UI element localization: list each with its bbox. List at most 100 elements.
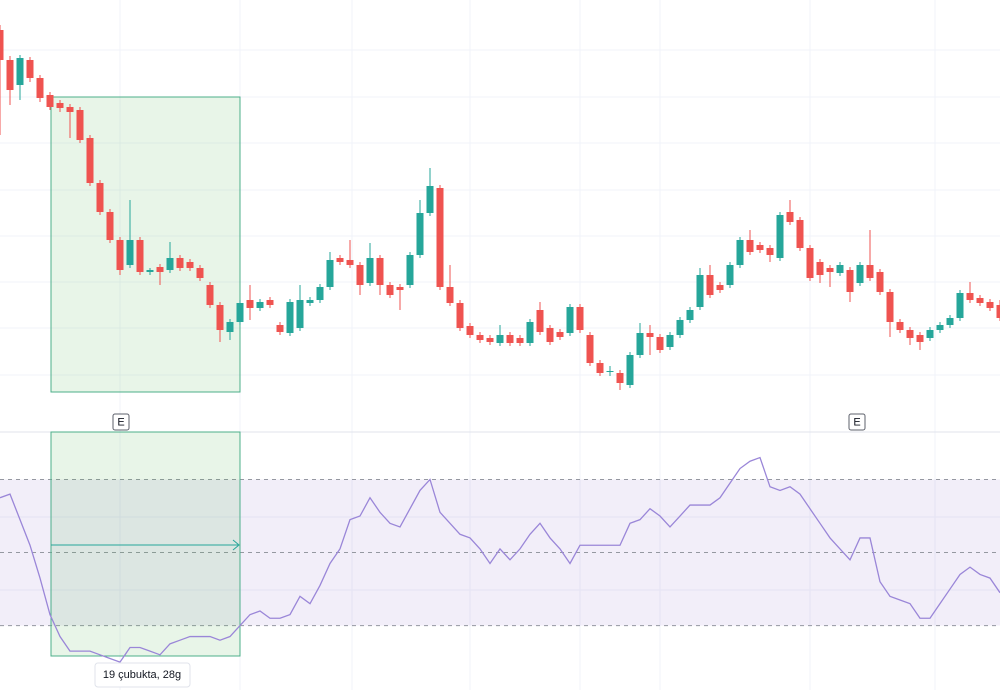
candle-body bbox=[776, 215, 784, 258]
candle-body bbox=[816, 262, 824, 275]
candle-body bbox=[676, 320, 684, 335]
candle-body bbox=[466, 326, 474, 335]
candle-body bbox=[286, 302, 294, 333]
candle-body bbox=[146, 270, 154, 272]
candle-body bbox=[396, 287, 404, 290]
candle-body bbox=[316, 287, 324, 300]
rsi-bands bbox=[0, 478, 1000, 627]
candle-body bbox=[366, 258, 374, 283]
candle-body bbox=[236, 303, 244, 322]
candle-body bbox=[746, 240, 754, 252]
candle-body bbox=[126, 240, 134, 265]
candle-body bbox=[936, 325, 944, 330]
candle-body bbox=[46, 95, 54, 107]
event-badge bbox=[112, 413, 130, 431]
measure-tooltip bbox=[94, 662, 191, 688]
candle-body bbox=[716, 285, 724, 290]
candle-body bbox=[656, 337, 664, 350]
candle-body bbox=[756, 245, 764, 250]
candle-body bbox=[36, 78, 44, 98]
candle-body bbox=[846, 270, 854, 292]
candle-body bbox=[196, 268, 204, 278]
candle-body bbox=[576, 307, 584, 330]
candle-body bbox=[76, 110, 84, 140]
candle-body bbox=[346, 260, 354, 265]
candle-body bbox=[696, 275, 704, 307]
candle-body bbox=[16, 58, 24, 85]
candle-body bbox=[446, 287, 454, 303]
candle-body bbox=[56, 103, 64, 108]
candle-body bbox=[826, 268, 834, 272]
candle-body bbox=[26, 60, 34, 78]
candle-body bbox=[336, 258, 344, 262]
candle-body bbox=[176, 258, 184, 268]
measure-label: 19 çubukta, 28g bbox=[103, 669, 181, 681]
candle-body bbox=[376, 258, 384, 285]
candle-body bbox=[786, 212, 794, 222]
candle-body bbox=[206, 285, 214, 305]
candle-body bbox=[806, 248, 814, 278]
candle-body bbox=[986, 302, 994, 308]
candle-body bbox=[616, 373, 624, 383]
candle-body bbox=[406, 255, 414, 285]
candle-body bbox=[666, 335, 674, 347]
candle-body bbox=[896, 322, 904, 330]
candle-body bbox=[486, 338, 494, 342]
candle-body bbox=[546, 328, 554, 342]
candle-body bbox=[596, 363, 604, 373]
candle-body bbox=[476, 335, 484, 340]
event-label: E bbox=[853, 416, 860, 428]
candle-body bbox=[156, 267, 164, 272]
candle-body bbox=[496, 335, 504, 343]
candle-body bbox=[256, 302, 264, 308]
candle-body bbox=[996, 305, 1000, 318]
candle-body bbox=[416, 213, 424, 255]
candle-body bbox=[706, 275, 714, 295]
candle-body bbox=[526, 322, 534, 343]
candle-body bbox=[96, 183, 104, 212]
candle-body bbox=[636, 333, 644, 355]
candle-body bbox=[866, 265, 874, 278]
candle-body bbox=[6, 60, 14, 90]
candle-body bbox=[326, 260, 334, 287]
candle-body bbox=[226, 322, 234, 332]
candle-body bbox=[0, 30, 4, 60]
candle-body bbox=[726, 265, 734, 285]
candle-body bbox=[266, 300, 274, 305]
candle-body bbox=[86, 138, 94, 183]
candle-body bbox=[356, 265, 364, 285]
candle-body bbox=[886, 292, 894, 322]
candle-body bbox=[556, 332, 564, 337]
candle-body bbox=[976, 298, 984, 303]
candle-body bbox=[506, 335, 514, 343]
candle-body bbox=[136, 240, 144, 272]
candle-body bbox=[536, 310, 544, 332]
candle-body bbox=[66, 107, 74, 112]
candle-body bbox=[956, 293, 964, 318]
candle-body bbox=[276, 325, 284, 332]
candle-body bbox=[646, 333, 654, 337]
candle-body bbox=[106, 212, 114, 240]
candle-body bbox=[586, 335, 594, 363]
candle-body bbox=[386, 285, 394, 295]
candle-body bbox=[166, 258, 174, 270]
candle-body bbox=[856, 265, 864, 283]
candle-body bbox=[966, 293, 974, 300]
candle-body bbox=[926, 330, 934, 338]
candle-body bbox=[766, 248, 774, 255]
candle-body bbox=[306, 300, 314, 303]
rsi-line bbox=[0, 456, 1000, 663]
candle-body bbox=[946, 318, 954, 325]
range-box bbox=[50, 96, 241, 393]
arrow-head bbox=[232, 539, 240, 551]
candle-body bbox=[606, 371, 614, 372]
candle-body bbox=[836, 265, 844, 273]
range-box-lower bbox=[50, 431, 241, 657]
candle-body bbox=[906, 330, 914, 338]
event-label: E bbox=[117, 416, 124, 428]
candle-body bbox=[186, 262, 194, 268]
candle-body bbox=[566, 307, 574, 333]
candle-body bbox=[456, 303, 464, 328]
